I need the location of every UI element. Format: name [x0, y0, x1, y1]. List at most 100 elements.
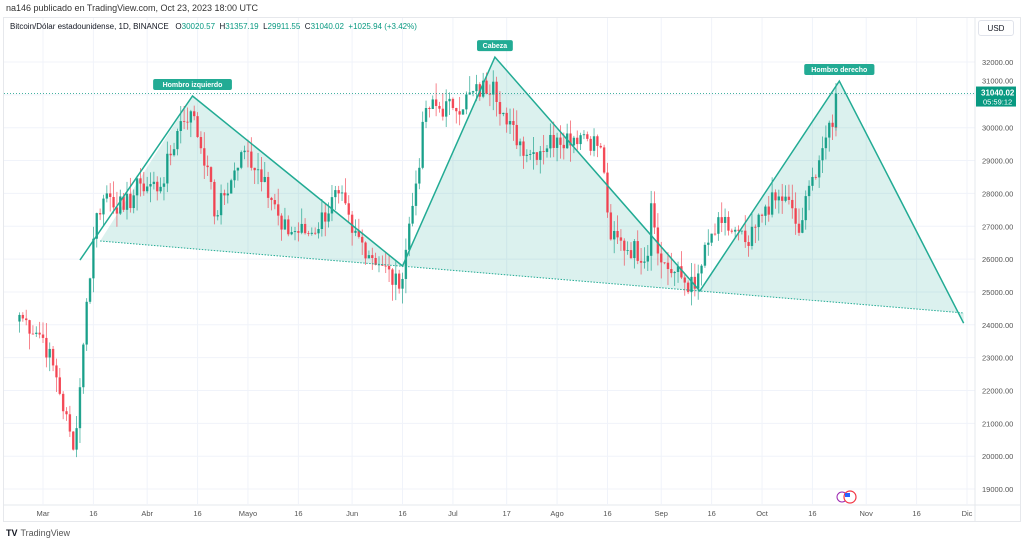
- candle-body: [139, 178, 142, 184]
- candle-body: [545, 148, 549, 152]
- candle-body: [747, 242, 750, 246]
- candle-body: [334, 190, 337, 198]
- price-tick-label: 31000.00: [982, 77, 1013, 86]
- candle-body: [411, 205, 414, 224]
- candle-body: [703, 244, 707, 266]
- price-tick-label: 25000.00: [982, 288, 1013, 297]
- candle-body: [448, 98, 451, 102]
- candle-body: [599, 145, 602, 148]
- candle-body: [145, 186, 149, 192]
- candle-body: [176, 130, 179, 150]
- candle-body: [518, 141, 522, 146]
- candle-body: [243, 150, 246, 153]
- pattern-label-box: [477, 40, 513, 52]
- candle-body: [633, 241, 636, 259]
- candle-body: [754, 226, 757, 228]
- candle-body: [559, 137, 562, 145]
- candle-body: [394, 273, 397, 285]
- price-tick-label: 21000.00: [982, 419, 1013, 428]
- candle-body: [344, 192, 347, 204]
- candle-body: [219, 193, 223, 216]
- candle-body: [629, 250, 633, 259]
- candle-body: [438, 105, 441, 109]
- neckline: [100, 240, 964, 314]
- head-and-shoulders-pattern: Hombro izquierdo Cabeza Hombro derecho: [4, 40, 975, 324]
- candle-body: [606, 172, 609, 213]
- time-tick-label: Mar: [37, 509, 50, 518]
- candle-body: [28, 320, 31, 334]
- candle-body: [565, 133, 569, 149]
- candle-body: [623, 240, 626, 251]
- candle-body: [713, 233, 717, 235]
- candle-body: [102, 198, 105, 215]
- tradingview-logo[interactable]: TV TradingView: [6, 528, 70, 538]
- candle-body: [206, 165, 209, 168]
- time-axis: Mar 16 Abr 16 Mayo 16 Jun 16 Jul 17 Ago 16 Sep 16 Oct 1…: [37, 509, 973, 518]
- candle-body: [320, 212, 324, 230]
- candle-body: [693, 276, 697, 289]
- candle-body: [223, 193, 226, 196]
- time-tick-label: Dic: [962, 509, 973, 518]
- last-price-value: 31040.02: [981, 89, 1015, 98]
- candle-body: [451, 98, 455, 108]
- time-tick-label: 16: [707, 509, 715, 518]
- candle-body: [88, 278, 92, 302]
- candle-body: [203, 148, 206, 166]
- candle-body: [31, 333, 35, 335]
- time-tick-label: Oct: [756, 509, 769, 518]
- pattern-label-box: [153, 78, 232, 90]
- price-tick-label: 22000.00: [982, 387, 1013, 396]
- price-tick-label: 29000.00: [982, 157, 1013, 166]
- change-value: +1025.94 (+3.42%): [348, 22, 417, 31]
- candle-body: [152, 181, 156, 185]
- candle-body: [172, 149, 176, 156]
- candle-body: [92, 238, 95, 279]
- time-tick-label: 16: [193, 509, 201, 518]
- candle-body: [740, 230, 744, 232]
- candle-body: [75, 428, 78, 450]
- time-tick-label: 16: [398, 509, 406, 518]
- candle-body: [186, 121, 189, 123]
- candle-body: [824, 137, 828, 149]
- candle-body: [676, 266, 680, 272]
- candle-body: [162, 183, 166, 187]
- candle-body: [404, 249, 408, 279]
- brand-name: TradingView: [20, 528, 71, 538]
- candle-body: [663, 262, 666, 264]
- candle-body: [377, 264, 381, 266]
- time-tick-label: 16: [89, 509, 97, 518]
- candle-body: [263, 176, 266, 183]
- candle-body: [48, 348, 51, 358]
- currency-button[interactable]: USD: [978, 20, 1014, 36]
- candle-body: [801, 220, 804, 233]
- candle-body: [327, 213, 330, 222]
- candle-body: [246, 150, 250, 152]
- candle-body: [253, 167, 256, 171]
- candle-body: [481, 80, 485, 97]
- candle-body: [236, 167, 240, 171]
- candle-body: [562, 144, 565, 149]
- candle-body: [98, 213, 102, 215]
- candle-body: [293, 231, 297, 233]
- candle-body: [505, 112, 508, 125]
- candle-body: [142, 183, 145, 192]
- candle-body: [250, 151, 253, 168]
- time-tick-label: Abr: [141, 509, 153, 518]
- flag-canton: [845, 493, 850, 497]
- candle-body: [660, 253, 663, 263]
- candle-body: [434, 99, 438, 106]
- candle-body: [831, 122, 834, 127]
- candle-body: [280, 215, 283, 230]
- candle-body: [475, 84, 478, 92]
- candle-body: [673, 271, 676, 274]
- candle-body: [122, 196, 125, 210]
- candle-body: [797, 223, 801, 233]
- candle-body: [717, 217, 720, 234]
- candle-body: [750, 226, 754, 246]
- candle-body: [723, 216, 727, 223]
- candle-body: [498, 102, 502, 115]
- candle-body: [649, 203, 653, 256]
- chart-frame[interactable]: [3, 17, 1021, 522]
- grid: [4, 18, 1020, 521]
